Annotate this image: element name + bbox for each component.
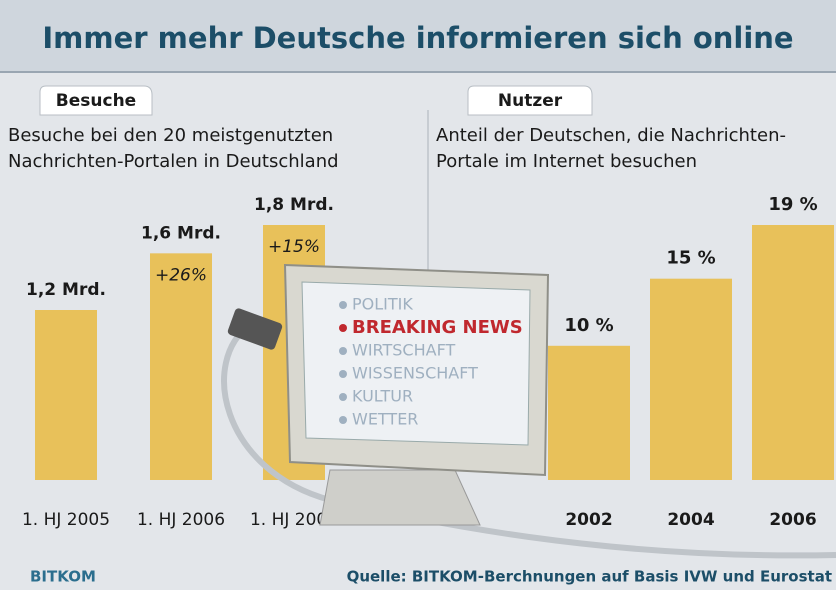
value-label: 1,6 Mrd. — [141, 223, 221, 243]
subtitle: Anteil der Deutschen, die Nachrichten- — [436, 125, 786, 146]
bar — [650, 279, 732, 480]
tab-label: Nutzer — [498, 91, 563, 111]
tab-label: Besuche — [56, 91, 136, 111]
subtitle: Portale im Internet besuchen — [436, 151, 697, 172]
bullet — [339, 324, 347, 332]
bar — [548, 346, 630, 480]
x-tick-label: 2006 — [769, 510, 816, 530]
subtitle: Besuche bei den 20 meistgenutzten — [8, 125, 333, 146]
bullet — [339, 370, 347, 378]
logo: BITKOM — [30, 568, 96, 586]
bar — [35, 310, 97, 480]
value-label: 1,8 Mrd. — [254, 195, 334, 215]
screen-item: KULTUR — [352, 387, 413, 406]
change-label: +26% — [155, 265, 207, 285]
x-tick-label: 1. HJ 2005 — [22, 510, 110, 530]
value-label: 10 % — [564, 315, 613, 336]
screen-item: WIRTSCHAFT — [352, 341, 455, 360]
source: Quelle: BITKOM-Berchnungen auf Basis IVW… — [347, 568, 832, 586]
x-tick-label: 2002 — [565, 510, 612, 530]
bar — [150, 253, 212, 480]
screen-item: WISSENSCHAFT — [352, 364, 478, 383]
bullet — [339, 347, 347, 355]
x-tick-label: 2004 — [667, 510, 714, 530]
title: Immer mehr Deutsche informieren sich onl… — [42, 21, 793, 55]
value-label: 1,2 Mrd. — [26, 280, 106, 300]
bullet — [339, 393, 347, 401]
subtitle: Nachrichten-Portalen in Deutschland — [8, 151, 339, 172]
change-label: +15% — [268, 237, 320, 257]
value-label: 15 % — [666, 248, 715, 269]
value-label: 19 % — [768, 194, 817, 215]
monitor-stand — [320, 470, 480, 525]
x-tick-label: 1. HJ 2006 — [137, 510, 225, 530]
screen-item: POLITIK — [352, 295, 413, 314]
screen-item: BREAKING NEWS — [352, 317, 523, 338]
screen-item: WETTER — [352, 410, 418, 429]
infographic: Immer mehr Deutsche informieren sich onl… — [0, 0, 836, 590]
bullet — [339, 416, 347, 424]
bar — [752, 225, 834, 480]
bullet — [339, 301, 347, 309]
